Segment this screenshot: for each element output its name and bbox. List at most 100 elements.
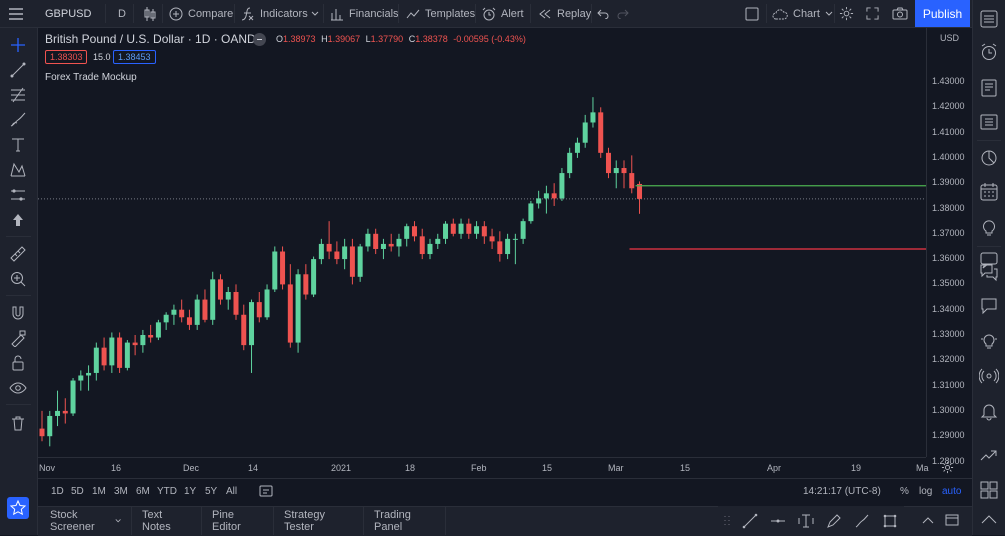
publish-button[interactable]: Publish: [915, 0, 970, 27]
financials-button[interactable]: Financials: [330, 0, 399, 27]
pen-icon[interactable]: [826, 513, 842, 529]
undo-button[interactable]: [597, 0, 609, 27]
alert-button[interactable]: Alert: [482, 0, 524, 27]
brush-icon[interactable]: [9, 111, 27, 129]
chats-icon[interactable]: [979, 296, 999, 316]
chart-layout-button[interactable]: Chart: [772, 0, 833, 27]
currency-label: USD: [940, 33, 960, 43]
time-tick-label: 19: [851, 463, 862, 473]
trend-line-icon[interactable]: [9, 61, 27, 79]
ruler-icon[interactable]: [9, 245, 27, 263]
range-button-1m[interactable]: 1M: [92, 486, 106, 497]
snapshot-button[interactable]: [892, 0, 908, 27]
collapse-chevron-up-icon[interactable]: [921, 514, 935, 526]
horizontal-line-icon[interactable]: [770, 513, 786, 529]
trend-line-small-icon[interactable]: [742, 513, 758, 529]
select-layout-button[interactable]: [745, 0, 759, 27]
alerts-clock-icon[interactable]: [979, 42, 999, 62]
percent-toggle[interactable]: %: [900, 486, 909, 497]
candle-up: [458, 223, 464, 234]
prediction-tool-icon[interactable]: [9, 186, 27, 204]
arrow-up-icon[interactable]: [9, 211, 27, 229]
candle-up: [443, 223, 449, 239]
calendar-icon[interactable]: [979, 182, 999, 202]
candles-icon: [144, 6, 156, 21]
range-button-all[interactable]: All: [226, 486, 238, 497]
time-tick-label: Nov: [39, 463, 56, 473]
watchlist-icon[interactable]: [979, 9, 999, 29]
candle-up: [55, 410, 61, 416]
indicators-button[interactable]: Indicators: [241, 0, 308, 27]
auto-toggle[interactable]: auto: [942, 486, 962, 497]
candle-up: [163, 314, 169, 323]
chat-bubbles-icon[interactable]: [979, 262, 999, 282]
pie-chart-icon[interactable]: [979, 148, 999, 168]
ideas-lightbulb-icon[interactable]: [979, 217, 999, 237]
tab-stock-screener[interactable]: Stock Screener: [40, 506, 132, 535]
replay-button[interactable]: Replay: [538, 0, 591, 27]
indicators-chevron-down-icon[interactable]: [311, 0, 319, 27]
range-button-1d[interactable]: 1D: [51, 486, 64, 497]
candle-down: [132, 342, 138, 346]
clock-timezone[interactable]: 14:21:17 (UTC-8): [803, 486, 881, 497]
settings-button[interactable]: [839, 0, 854, 27]
tab-trading-panel[interactable]: Trading Panel: [364, 506, 446, 535]
pattern-tool-icon[interactable]: [9, 161, 27, 179]
sell-price-button[interactable]: 1.38303: [45, 50, 87, 64]
lock-drawing-icon[interactable]: [9, 329, 27, 347]
price-tick-label: 1.29000: [932, 430, 965, 441]
symbol-search[interactable]: GBPUSD: [45, 0, 91, 27]
interval-button[interactable]: D: [118, 0, 126, 27]
eye-icon[interactable]: [9, 379, 27, 397]
rectangle-icon[interactable]: [882, 513, 898, 529]
redo-button[interactable]: [617, 0, 629, 27]
tab-pine-editor[interactable]: Pine Editor: [202, 506, 274, 535]
range-button-5y[interactable]: 5Y: [205, 486, 218, 497]
text-tool-icon[interactable]: [9, 136, 27, 154]
notifications-bell-icon[interactable]: [979, 401, 999, 421]
maximize-panel-icon[interactable]: [945, 514, 959, 526]
brush-small-icon[interactable]: [854, 513, 870, 529]
drag-handle-icon[interactable]: [724, 515, 730, 527]
fib-tool-icon[interactable]: [9, 86, 27, 104]
trash-icon[interactable]: [9, 414, 27, 432]
data-window-icon[interactable]: [979, 112, 999, 132]
axis-settings-gear-icon[interactable]: [941, 461, 954, 474]
time-tick-label: 2021: [331, 463, 352, 473]
broadcast-icon[interactable]: [979, 366, 999, 386]
chart-style-button[interactable]: [143, 0, 157, 27]
crosshair-icon[interactable]: [9, 36, 27, 54]
camera-icon: [892, 7, 908, 20]
news-icon[interactable]: [979, 78, 999, 98]
range-button-ytd[interactable]: YTD: [157, 486, 177, 497]
help-icon[interactable]: [979, 511, 999, 531]
trend-wave-icon[interactable]: [979, 446, 999, 466]
fullscreen-button[interactable]: [866, 0, 879, 27]
range-button-6m[interactable]: 6M: [136, 486, 150, 497]
log-toggle[interactable]: log: [919, 486, 933, 497]
tab-text-notes[interactable]: Text Notes: [132, 506, 202, 535]
hotlists-bulb-icon[interactable]: [979, 331, 999, 351]
symbol-legend-title: British Pound / U.S. Dollar · 1D · OANDA: [45, 32, 264, 46]
price-axis[interactable]: [926, 27, 973, 457]
range-button-3m[interactable]: 3M: [114, 486, 128, 497]
hamburger-menu-icon[interactable]: [8, 0, 24, 27]
favorites-button[interactable]: [7, 497, 29, 519]
range-button-5d[interactable]: 5D: [71, 486, 84, 497]
tab-strategy-tester[interactable]: Strategy Tester: [274, 506, 364, 535]
date-range-button[interactable]: [259, 484, 273, 498]
lock-icon[interactable]: [9, 354, 27, 372]
templates-button[interactable]: Templates: [406, 0, 475, 27]
alert-label: Alert: [501, 7, 524, 20]
text-cursor-icon[interactable]: [798, 513, 814, 529]
range-button-1y[interactable]: 1Y: [184, 486, 197, 497]
time-axis[interactable]: [38, 457, 926, 478]
magnet-icon[interactable]: [9, 304, 27, 322]
buy-price-button[interactable]: 1.38453: [113, 50, 156, 64]
legend-hide-toggle[interactable]: [253, 33, 266, 46]
screener-grid-icon[interactable]: [979, 480, 999, 500]
range-toolbar: [38, 478, 972, 506]
compare-button[interactable]: Compare: [169, 0, 233, 27]
zoom-in-icon[interactable]: [9, 270, 27, 288]
candlestick-chart[interactable]: [38, 28, 926, 457]
